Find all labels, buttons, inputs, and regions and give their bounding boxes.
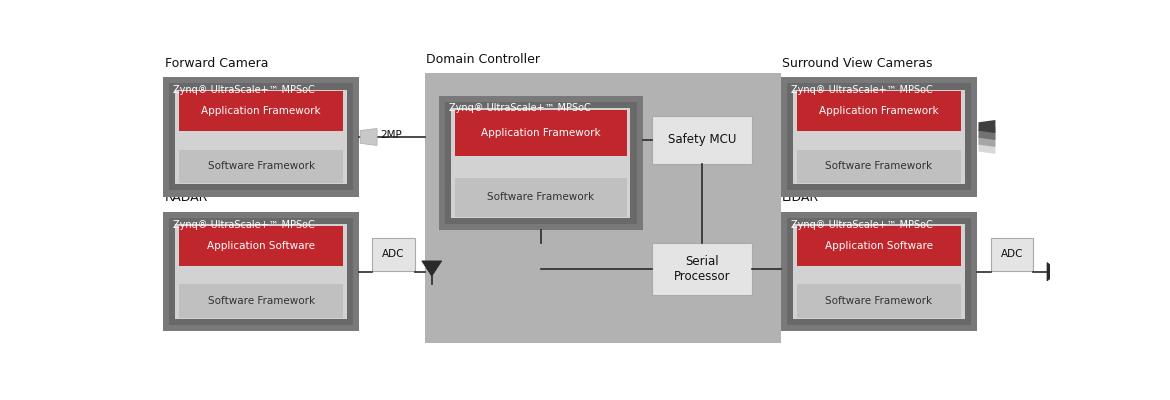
Text: Application Framework: Application Framework: [201, 106, 321, 116]
Polygon shape: [421, 261, 442, 276]
Text: RADAR: RADAR: [165, 191, 208, 204]
Bar: [170, 84, 353, 190]
Bar: [793, 224, 964, 319]
Text: Application Framework: Application Framework: [481, 128, 600, 138]
Bar: [372, 238, 415, 270]
Polygon shape: [978, 134, 996, 147]
Text: Forward Camera: Forward Camera: [165, 56, 268, 70]
Bar: [439, 96, 642, 230]
Text: Domain Controller: Domain Controller: [426, 53, 541, 66]
Text: Application Software: Application Software: [207, 241, 315, 251]
Bar: [786, 84, 971, 190]
Bar: [179, 284, 343, 318]
Bar: [450, 108, 631, 218]
Bar: [652, 116, 752, 164]
Text: Serial
Processor: Serial Processor: [674, 255, 730, 283]
Bar: [445, 102, 636, 224]
Polygon shape: [978, 120, 996, 133]
Bar: [793, 90, 964, 184]
Bar: [179, 226, 343, 266]
Bar: [179, 91, 343, 131]
Bar: [455, 178, 627, 217]
Polygon shape: [978, 141, 996, 154]
Bar: [163, 77, 359, 197]
Bar: [780, 77, 977, 197]
Bar: [780, 212, 977, 331]
Text: Software Framework: Software Framework: [487, 192, 594, 202]
Bar: [170, 218, 353, 325]
Text: Software Framework: Software Framework: [825, 296, 932, 306]
Text: Software Framework: Software Framework: [825, 161, 932, 171]
Text: Software Framework: Software Framework: [207, 161, 315, 171]
Text: ADC: ADC: [383, 249, 405, 259]
Text: Application Framework: Application Framework: [819, 106, 938, 116]
Polygon shape: [978, 127, 996, 140]
Polygon shape: [1047, 262, 1059, 281]
Text: Zynq® UltraScale+™ MPSoC: Zynq® UltraScale+™ MPSoC: [173, 85, 315, 95]
Bar: [455, 110, 627, 156]
Bar: [179, 150, 343, 183]
Bar: [797, 150, 961, 183]
Bar: [797, 226, 961, 266]
Text: LiDAR: LiDAR: [782, 191, 819, 204]
Bar: [652, 243, 752, 295]
Text: Application Software: Application Software: [825, 241, 932, 251]
Bar: [176, 224, 347, 319]
Text: Safety MCU: Safety MCU: [668, 133, 736, 146]
Bar: [786, 218, 971, 325]
Text: Zynq® UltraScale+™ MPSoC: Zynq® UltraScale+™ MPSoC: [791, 85, 932, 95]
Bar: [797, 91, 961, 131]
Bar: [176, 90, 347, 184]
Bar: [425, 74, 780, 343]
Text: Software Framework: Software Framework: [207, 296, 315, 306]
Text: Zynq® UltraScale+™ MPSoC: Zynq® UltraScale+™ MPSoC: [449, 104, 591, 114]
Text: Surround View Cameras: Surround View Cameras: [782, 56, 932, 70]
Bar: [797, 284, 961, 318]
Bar: [991, 238, 1033, 270]
Text: Zynq® UltraScale+™ MPSoC: Zynq® UltraScale+™ MPSoC: [173, 220, 315, 230]
Text: 2MP: 2MP: [380, 130, 402, 140]
Text: Zynq® UltraScale+™ MPSoC: Zynq® UltraScale+™ MPSoC: [791, 220, 932, 230]
Polygon shape: [360, 128, 377, 146]
Bar: [163, 212, 359, 331]
Text: ADC: ADC: [1000, 249, 1024, 259]
